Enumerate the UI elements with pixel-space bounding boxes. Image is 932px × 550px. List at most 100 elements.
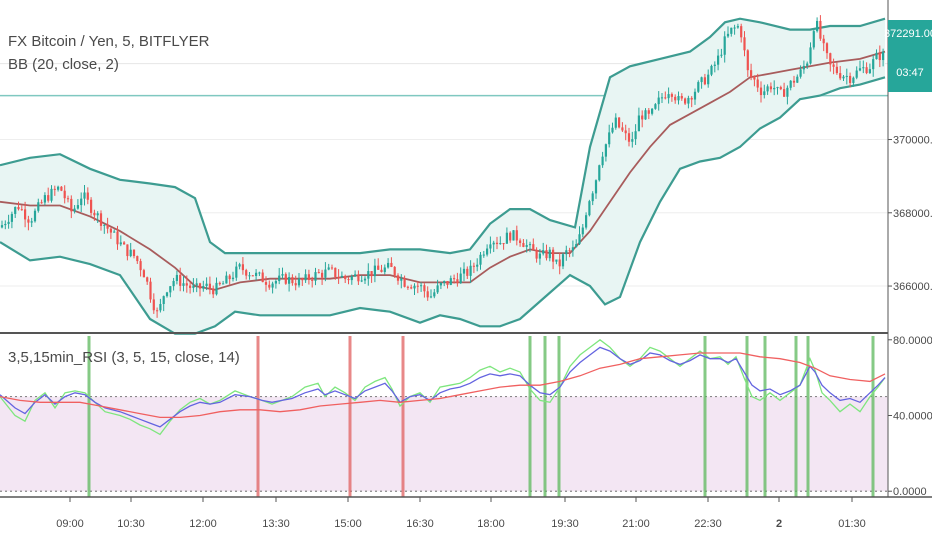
candle-body xyxy=(248,275,251,277)
time-tick-label: 10:30 xyxy=(117,518,145,530)
candle-body xyxy=(337,276,340,278)
candle-body xyxy=(373,265,376,277)
candle-body xyxy=(509,232,512,241)
rsi-line-15min xyxy=(0,352,886,419)
candle-body xyxy=(235,266,238,278)
symbol-title[interactable]: FX Bitcoin / Yen, 5, BITFLYER xyxy=(8,33,210,50)
candle-body xyxy=(637,115,640,132)
bb-indicator-label[interactable]: BB (20, close, 2) xyxy=(8,56,119,73)
candle-body xyxy=(670,94,673,97)
candle-body xyxy=(697,82,700,92)
candle-body xyxy=(456,279,459,284)
candle-body xyxy=(126,244,129,257)
candle-body xyxy=(641,115,644,120)
candle-body xyxy=(40,202,43,204)
candle-body xyxy=(93,212,96,216)
candle-body xyxy=(700,77,703,83)
candle-body xyxy=(436,285,439,293)
signal-bar-green xyxy=(806,336,810,497)
candle-body xyxy=(459,273,462,284)
price-tick-label: 368000.00 xyxy=(893,208,932,220)
candle-body xyxy=(377,265,380,270)
candle-body xyxy=(238,264,241,267)
candle-body xyxy=(802,65,805,70)
candle-body xyxy=(832,64,835,67)
candle-body xyxy=(192,285,195,288)
price-axis[interactable]: 370000.00 368000.00 366000.00 80.0000 40.000… xyxy=(888,135,932,499)
candle-body xyxy=(208,283,211,289)
candle-body xyxy=(674,96,677,101)
candle-body xyxy=(733,27,736,29)
candle-body xyxy=(396,275,400,281)
candle-body xyxy=(502,243,505,245)
candle-body xyxy=(759,87,763,96)
signal-bar-red xyxy=(348,336,352,497)
candle-body xyxy=(116,231,119,245)
candle-body xyxy=(571,247,574,251)
candle-body xyxy=(215,282,218,295)
candle-body xyxy=(152,299,155,311)
signal-bar-green xyxy=(528,336,532,497)
candle-body xyxy=(667,94,670,99)
candle-body xyxy=(565,250,568,255)
signal-bar-red xyxy=(256,336,260,497)
candle-body xyxy=(50,188,53,201)
bb-fill xyxy=(0,18,885,334)
candle-body xyxy=(429,296,433,298)
candle-body xyxy=(453,278,456,280)
candle-body xyxy=(684,98,687,104)
candle-body xyxy=(271,283,274,288)
candle-body xyxy=(825,43,829,54)
candle-body xyxy=(816,20,819,32)
time-axis[interactable]: 09:00 10:30 12:00 13:30 15:00 16:30 18:00 19:30… xyxy=(56,497,866,530)
candle-body xyxy=(70,198,73,212)
candle-body xyxy=(288,277,291,284)
candle-body xyxy=(878,52,881,61)
candle-body xyxy=(354,274,357,277)
candle-body xyxy=(66,198,70,200)
time-tick-label: 2 xyxy=(776,518,782,530)
candle-body xyxy=(294,283,297,286)
candle-body xyxy=(545,250,548,259)
candle-body xyxy=(57,186,60,190)
candle-body xyxy=(865,67,868,74)
candle-body xyxy=(142,270,145,278)
candle-body xyxy=(588,201,591,216)
candle-body xyxy=(317,272,320,274)
candle-body xyxy=(618,117,621,128)
candle-body xyxy=(162,296,165,305)
candle-body xyxy=(123,242,126,245)
candle-body xyxy=(278,275,281,282)
time-tick-label: 22:30 xyxy=(694,518,722,530)
candle-body xyxy=(321,272,324,278)
candle-body xyxy=(466,268,469,276)
candle-body xyxy=(60,186,63,191)
candle-body xyxy=(383,267,386,273)
candle-body xyxy=(660,97,664,99)
candle-body xyxy=(585,215,588,228)
candle-body xyxy=(687,97,690,104)
candle-body xyxy=(311,279,314,281)
price-tick-label: 370000.00 xyxy=(893,135,932,147)
candle-body xyxy=(367,271,370,279)
candle-body xyxy=(489,244,492,249)
candle-body xyxy=(809,47,812,64)
candle-body xyxy=(875,52,878,60)
candle-body xyxy=(750,70,753,77)
rsi-band-fill xyxy=(0,396,888,492)
candle-body xyxy=(608,132,611,145)
candle-body xyxy=(723,36,726,55)
candle-body xyxy=(400,278,403,281)
rsi-lines xyxy=(0,338,886,436)
candle-body xyxy=(212,288,215,295)
candle-body xyxy=(33,210,37,222)
candle-body xyxy=(182,283,185,286)
candle-body xyxy=(106,224,109,229)
candle-body xyxy=(462,268,466,274)
candle-body xyxy=(24,209,27,220)
candle-body xyxy=(479,254,482,265)
candle-body xyxy=(591,193,594,202)
candle-body xyxy=(726,33,730,37)
rsi-indicator-label[interactable]: 3,5,15min_RSI (3, 5, 15, close, 14) xyxy=(8,349,240,366)
candle-body xyxy=(505,232,508,244)
